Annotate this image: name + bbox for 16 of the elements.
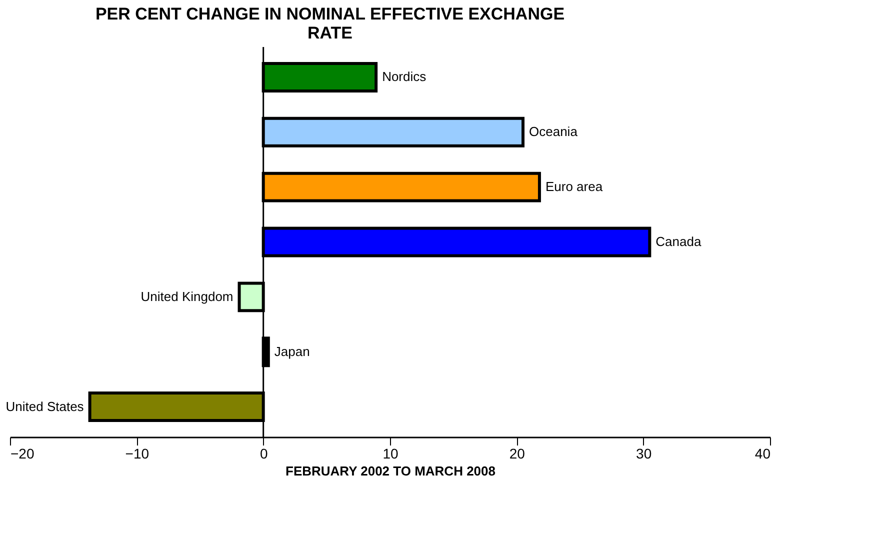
x-tick-label: −20 xyxy=(10,446,34,462)
x-tick-label: 20 xyxy=(509,446,526,462)
x-tick-label: 0 xyxy=(260,446,268,462)
y-tick-label: Nordics xyxy=(382,69,427,84)
y-tick-label: Oceania xyxy=(529,124,578,140)
y-tick-label: Euro area xyxy=(545,179,604,194)
x-tick-label: 10 xyxy=(382,446,398,462)
chart-title: PER CENT CHANGE IN NOMINAL EFFECTIVE EXCHANGE RATE xyxy=(95,4,565,42)
x-tick-label: 30 xyxy=(636,446,652,462)
x-tick-label: −10 xyxy=(125,446,150,462)
y-tick-label: Canada xyxy=(656,234,702,249)
y-tick-label: United Kingdom xyxy=(140,288,234,304)
x-tick-label: 40 xyxy=(754,446,771,462)
y-tick-label: United States xyxy=(6,398,84,414)
x-axis-title: FEBRUARY 2002 TO MARCH 2008 xyxy=(286,464,496,478)
y-tick-label: Japan xyxy=(274,344,310,359)
